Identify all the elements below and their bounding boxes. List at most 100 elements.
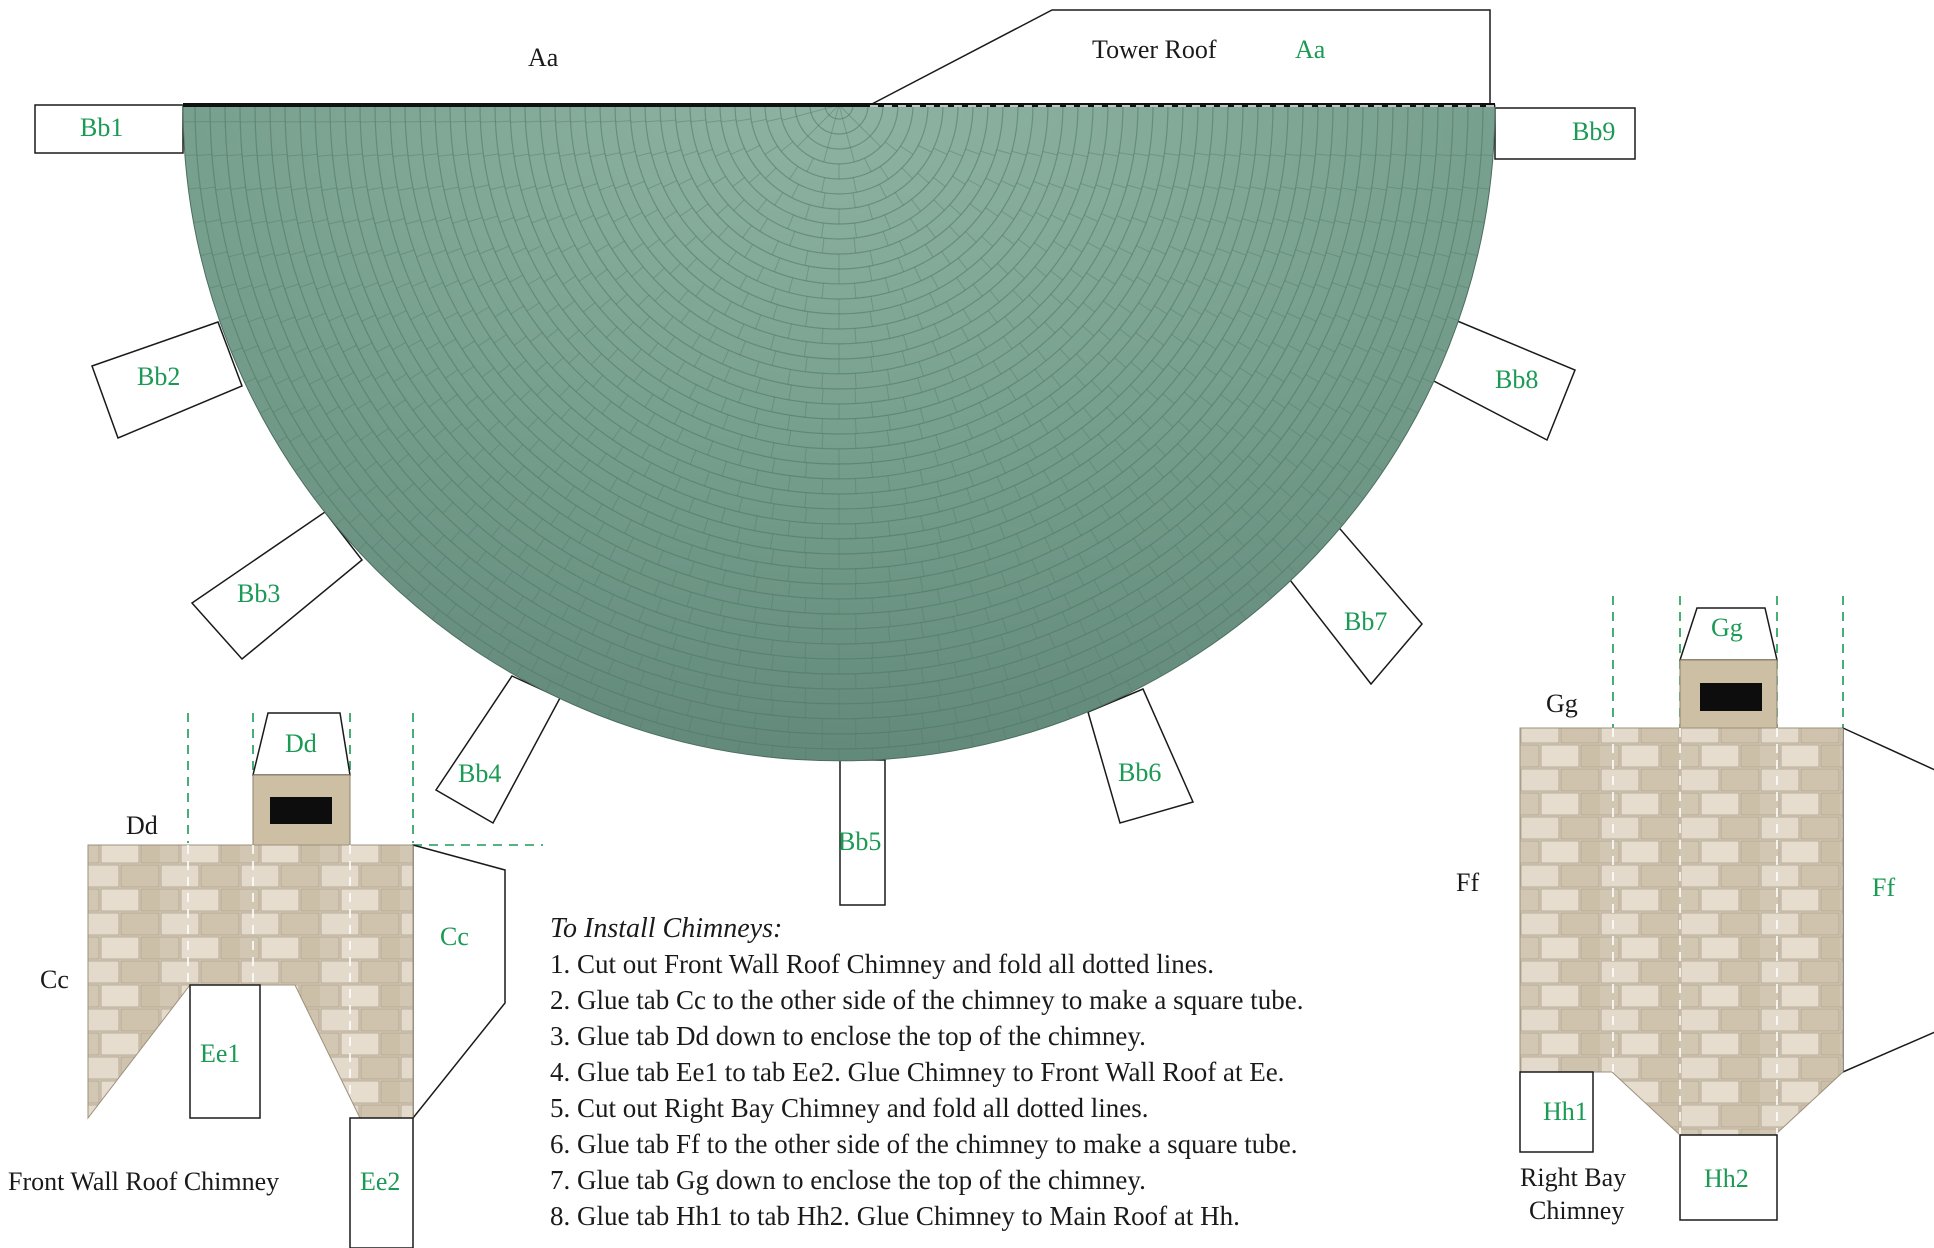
shingle-joint	[1125, 613, 1134, 627]
shingle-joint	[1402, 347, 1418, 355]
tab-bb8-label: Bb8	[1495, 365, 1538, 394]
shingle-joint	[1050, 214, 1065, 223]
shingle-joint	[1356, 186, 1372, 190]
shingle-joint	[693, 353, 703, 367]
shingle-joint	[924, 244, 934, 258]
shingle-joint	[1177, 443, 1189, 455]
shingle-joint	[689, 561, 695, 577]
shingle-joint	[1373, 375, 1388, 383]
shingle-ring	[629, 105, 1049, 315]
shingle-joint	[1295, 514, 1308, 526]
shingle-joint	[550, 511, 560, 525]
shingle-joint	[493, 334, 507, 344]
shingle-joint	[897, 257, 905, 273]
shingle-joint	[967, 179, 982, 188]
shingle-joint	[1247, 582, 1258, 596]
shingle-joint	[396, 453, 410, 464]
shingle-joint	[1026, 152, 1042, 157]
shingle-joint	[1338, 406, 1353, 415]
shingle-joint	[483, 215, 498, 222]
shingle-joint	[854, 433, 857, 449]
shingle-joint	[886, 323, 891, 339]
shingle-joint	[983, 497, 990, 513]
shingle-joint	[1194, 152, 1210, 156]
shingle-joint	[1233, 534, 1245, 547]
shingle-joint	[1163, 217, 1179, 223]
shingle-joint	[482, 391, 495, 403]
shingle-joint	[670, 618, 677, 634]
shingle-joint	[804, 703, 807, 719]
shingle-joint	[682, 150, 698, 157]
shingle-joint	[1004, 316, 1015, 329]
shingle-joint	[901, 350, 907, 366]
shingle-joint	[952, 175, 966, 185]
shingle-joint	[804, 296, 808, 312]
shingle-joint	[1179, 596, 1190, 610]
shingle-joint	[948, 350, 957, 365]
shingle-joint	[1152, 615, 1161, 629]
shingle-joint	[787, 214, 794, 229]
shingle-joint	[884, 141, 898, 152]
shingle-joint	[937, 634, 942, 650]
shingle-joint	[514, 215, 530, 222]
shingle-joint	[871, 507, 874, 523]
shingle-joint	[544, 412, 555, 425]
shingle-joint	[965, 148, 980, 155]
shingle-joint	[936, 589, 941, 604]
shingle-joint	[1036, 348, 1047, 361]
shingle-joint	[686, 257, 698, 270]
shingle-joint	[1323, 372, 1338, 381]
shingle-joint	[1098, 352, 1110, 364]
shingle-joint	[321, 187, 337, 191]
shingle-joint	[945, 301, 954, 316]
shingle-joint	[894, 192, 904, 206]
shingle-joint	[753, 713, 757, 729]
shingle-joint	[1204, 185, 1219, 190]
shingle-joint	[804, 250, 809, 266]
shingle-joint	[1086, 479, 1096, 493]
shingle-joint	[555, 460, 565, 473]
shingle-joint	[1263, 249, 1279, 256]
shingle-joint	[1122, 563, 1132, 577]
shingle-joint	[640, 624, 647, 639]
shingle-joint	[606, 594, 615, 609]
shingle-joint	[1039, 420, 1049, 434]
shingle-joint	[428, 397, 442, 408]
shingle-joint	[919, 576, 924, 592]
shingle-joint	[274, 251, 290, 257]
shingle-joint	[1065, 642, 1073, 657]
shingle-joint	[605, 642, 613, 657]
shingle-joint	[1064, 184, 1079, 191]
shingle-joint	[687, 654, 693, 670]
shingle-joint	[389, 218, 405, 223]
shingle-joint	[788, 430, 792, 446]
instruction-step: 5. Cut out Right Bay Chimney and fold al…	[550, 1093, 1148, 1123]
shingle-joint	[933, 177, 946, 187]
chimney-name-line2: Chimney	[1529, 1196, 1624, 1225]
shingle-joint	[466, 419, 479, 431]
tab-bb9-label: Bb9	[1572, 117, 1615, 146]
shingle-joint	[1082, 325, 1095, 337]
shingle-joint	[720, 397, 727, 413]
shingle-joint	[1401, 186, 1417, 191]
shingle-joint	[1287, 344, 1302, 353]
shingle-joint	[1378, 283, 1394, 290]
shingle-joint	[412, 425, 426, 436]
shingle-joint	[1191, 551, 1202, 564]
shingle-joint	[599, 298, 612, 309]
shingle-joint	[612, 427, 622, 440]
shingle-joint	[831, 118, 836, 134]
shingle-joint	[1151, 247, 1166, 255]
shingle-joint	[1216, 247, 1231, 255]
shingle-joint	[919, 470, 924, 485]
shingle-joint	[936, 481, 942, 497]
shingle-joint	[804, 688, 807, 704]
shingle-joint	[433, 427, 446, 438]
shingle-joint	[624, 585, 632, 600]
shingle-joint	[774, 192, 784, 206]
shingle-joint	[510, 305, 524, 315]
shingle-joint	[919, 408, 925, 423]
shingle-joint	[1396, 219, 1412, 224]
shingle-joint	[1029, 511, 1037, 526]
shingle-joint	[512, 444, 524, 456]
